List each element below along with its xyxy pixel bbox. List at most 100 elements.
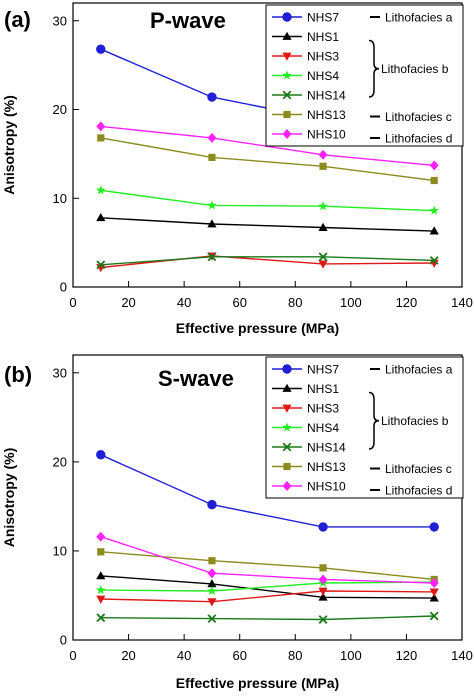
- chart-title: P-wave: [150, 8, 226, 33]
- data-point: [318, 587, 328, 596]
- data-point: [429, 522, 439, 532]
- x-tick-label: 80: [288, 295, 302, 310]
- data-point: [429, 593, 439, 602]
- chart-panel-2: 0 20 40 60 80 100 120 140 0 10 20 30 Effective press…: [1, 354, 473, 691]
- legend-label: NHS4: [307, 421, 339, 435]
- data-point: [207, 579, 217, 588]
- data-point: [319, 564, 327, 572]
- series-line: [100, 581, 435, 592]
- y-tick-label: 0: [60, 633, 67, 648]
- data-point: [429, 160, 439, 171]
- legend-marker: [282, 31, 292, 40]
- x-axis-title: Effective pressure (MPa): [176, 320, 339, 336]
- data-point: [207, 219, 217, 228]
- y-tick-label: 10: [53, 191, 67, 206]
- legend-label: NHS14: [307, 440, 346, 454]
- data-point: [97, 548, 105, 556]
- lithofacies-c-label: Lithofacies c: [385, 462, 452, 476]
- data-point: [208, 153, 216, 162]
- legend-label: NHS14: [307, 88, 346, 102]
- series-nhs7: [96, 450, 439, 532]
- legend-marker: [282, 129, 292, 139]
- lithofacies-c-label: Lithofacies c: [385, 110, 452, 124]
- series-nhs4: [96, 185, 439, 215]
- chart-title: S-wave: [158, 366, 234, 391]
- legend: NHS7 NHS1 NHS3 NHS4 NHS14 NHS13 NHS10 Lithofaci…: [265, 356, 464, 499]
- legend-label: NHS7: [307, 10, 339, 24]
- data-point: [318, 201, 328, 211]
- x-tick-label: 0: [69, 648, 76, 663]
- series-line: [100, 590, 435, 603]
- data-point: [207, 614, 217, 624]
- legend-marker: [282, 364, 292, 374]
- lithofacies-a-label: Lithofacies a: [385, 362, 453, 376]
- panel-label: (a): [4, 7, 31, 32]
- series-line: [100, 217, 435, 232]
- x-tick-label: 0: [69, 295, 76, 310]
- x-tick-label: 80: [288, 648, 302, 663]
- chart-panel-1: 0 20 40 60 80 100 120 140 0 10 20 30 Effective press…: [1, 2, 473, 336]
- x-tick-label: 120: [396, 295, 418, 310]
- legend-marker: [282, 442, 292, 452]
- lithofacies-b-brace: [368, 391, 380, 450]
- data-point: [319, 162, 327, 170]
- series-nhs13: [97, 134, 438, 185]
- data-point: [429, 205, 439, 215]
- data-point: [96, 613, 106, 623]
- y-tick-label: 20: [53, 454, 67, 469]
- legend-label: NHS13: [307, 108, 346, 122]
- data-point: [207, 568, 217, 579]
- legend-marker: [282, 422, 292, 432]
- series-line: [100, 536, 435, 584]
- series-nhs1: [96, 571, 439, 602]
- x-tick-label: 60: [232, 648, 246, 663]
- series-nhs10: [96, 531, 439, 588]
- x-tick-label: 20: [121, 648, 135, 663]
- data-point: [96, 212, 106, 222]
- data-point: [96, 585, 106, 595]
- data-point: [207, 598, 217, 607]
- x-tick-label: 60: [232, 295, 246, 310]
- data-point: [96, 260, 106, 270]
- data-point: [318, 592, 328, 601]
- legend-label: NHS7: [307, 362, 339, 376]
- legend-marker: [282, 481, 292, 491]
- legend-marker: [283, 462, 291, 471]
- data-point: [429, 588, 439, 597]
- series-nhs1: [96, 212, 439, 235]
- data-point: [207, 252, 217, 262]
- x-tick-label: 140: [451, 648, 473, 663]
- x-tick-label: 20: [121, 295, 135, 310]
- data-point: [430, 176, 438, 185]
- lithofacies-b-label: Lithofacies b: [381, 62, 449, 76]
- data-point: [207, 132, 217, 143]
- data-point: [318, 252, 328, 262]
- data-point: [318, 260, 328, 269]
- lithofacies-d-label: Lithofacies d: [385, 483, 452, 497]
- series-line: [100, 255, 435, 269]
- lithofacies-b-brace: [368, 39, 380, 98]
- y-axis-title: Anisotropy (%): [1, 448, 17, 548]
- legend-marker: [282, 90, 292, 100]
- legend-label: NHS10: [307, 127, 346, 141]
- y-axis-title: Anisotropy (%): [1, 95, 17, 195]
- panel-label: (b): [4, 362, 32, 387]
- legend-marker: [282, 383, 292, 392]
- legend: NHS7 NHS1 NHS3 NHS4 NHS14 NHS13 NHS10 Lithofaci…: [265, 4, 464, 147]
- series-nhs3: [96, 587, 439, 607]
- legend-label: NHS13: [307, 460, 346, 474]
- x-tick-label: 100: [340, 648, 362, 663]
- data-point: [96, 44, 106, 54]
- x-tick-label: 40: [177, 648, 191, 663]
- legend-label: NHS10: [307, 479, 346, 493]
- legend-label: NHS1: [307, 382, 339, 396]
- legend-label: NHS1: [307, 30, 339, 44]
- x-tick-label: 40: [177, 295, 191, 310]
- y-tick-label: 20: [53, 102, 67, 117]
- series-line: [100, 256, 435, 266]
- legend-label: NHS4: [307, 69, 339, 83]
- data-point: [96, 531, 106, 542]
- data-point: [318, 615, 328, 624]
- data-point: [207, 586, 217, 596]
